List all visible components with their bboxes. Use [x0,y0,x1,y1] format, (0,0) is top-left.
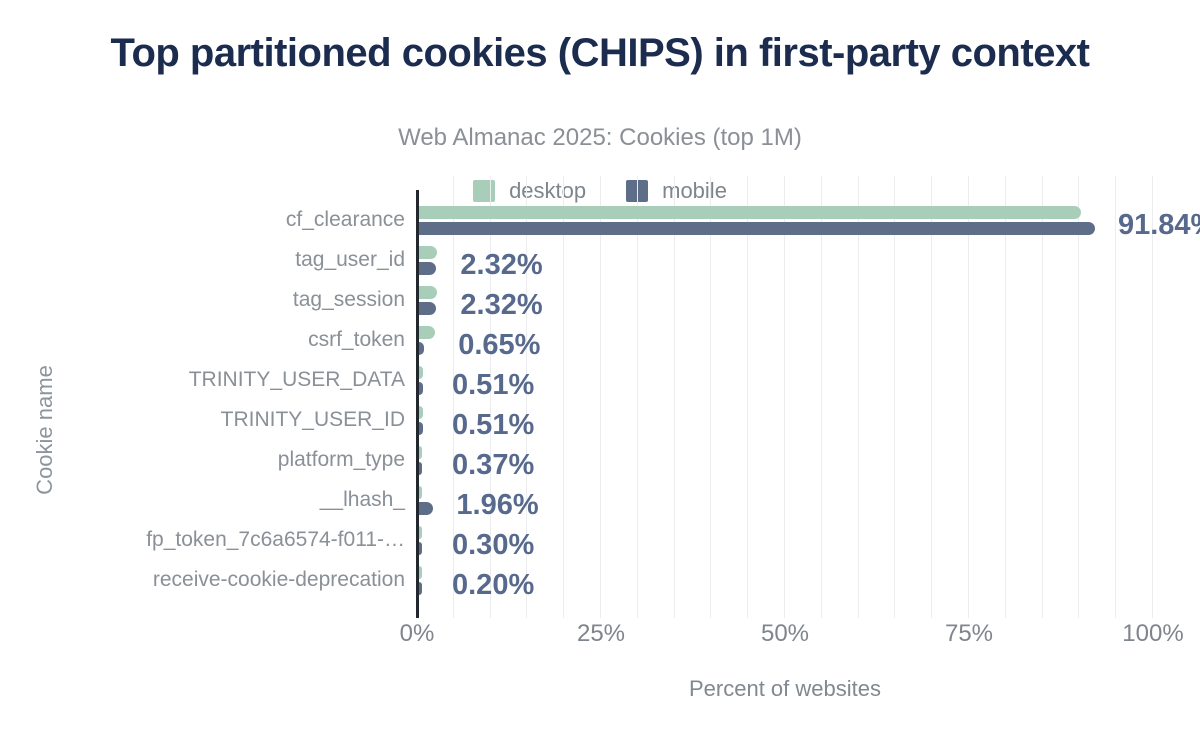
gridline [747,176,749,618]
mobile-bar[interactable] [419,502,434,515]
gridline [931,176,933,618]
gridline [636,176,638,618]
desktop-bar[interactable] [419,286,438,299]
mobile-bar[interactable] [419,342,424,355]
category-label: platform_type [277,448,405,471]
value-label: 2.32% [460,289,543,321]
mobile-bar[interactable] [419,222,1095,235]
desktop-bar[interactable] [419,406,423,419]
gridline [1115,176,1117,618]
gridline [1078,176,1080,618]
gridline [489,176,491,618]
category-label: csrf_token [308,328,405,351]
mobile-bar[interactable] [419,462,422,475]
legend-label-mobile: mobile [662,178,727,203]
gridline [1041,176,1043,618]
y-axis-line [416,190,419,618]
desktop-bar[interactable] [419,486,422,499]
desktop-bar[interactable] [419,326,436,339]
value-label: 0.30% [452,529,535,561]
gridline [710,176,712,618]
gridline [894,176,896,618]
mobile-bar[interactable] [419,262,437,275]
value-label: 0.65% [458,329,541,361]
x-tick-label: 25% [576,620,626,647]
gridline [968,176,969,618]
desktop-bar[interactable] [419,566,422,579]
mobile-bar[interactable] [419,542,422,555]
gridline [784,176,785,618]
gridline [857,176,859,618]
value-label: 0.37% [452,449,535,481]
value-label: 0.20% [452,569,535,601]
y-axis-title: Cookie name [32,365,57,495]
legend: desktop mobile [0,178,1200,204]
gridline [1004,176,1006,618]
x-tick-label: 100% [1122,620,1184,647]
gridline [526,176,528,618]
desktop-bar[interactable] [419,366,423,379]
value-label: 1.96% [456,489,539,521]
category-label: TRINITY_USER_DATA [188,368,405,391]
category-label: receive-cookie-deprecation [152,568,405,591]
value-label: 0.51% [452,409,535,441]
category-label: TRINITY_USER_ID [220,408,405,431]
chart-title: Top partitioned cookies (CHIPS) in first… [110,31,1090,75]
x-tick-label: 0% [399,620,435,647]
gridline [600,176,601,618]
category-label: fp_token_7c6a6574-f011-… [146,528,405,551]
desktop-bar[interactable] [419,446,423,459]
gridline [673,176,675,618]
category-label: cf_clearance [285,208,405,231]
x-tick-label: 75% [944,620,994,647]
desktop-bar[interactable] [419,246,438,259]
mobile-bar[interactable] [419,422,423,435]
legend-label-desktop: desktop [509,178,587,203]
desktop-bar[interactable] [419,206,1081,219]
gridline [820,176,822,618]
mobile-bar[interactable] [419,582,422,595]
value-label: 91.84% [1117,209,1200,241]
gridline [563,176,565,618]
mobile-bar[interactable] [419,382,423,395]
value-label: 2.32% [460,249,543,281]
category-label: tag_session [292,288,405,311]
legend-item-desktop[interactable]: desktop [473,178,586,204]
category-label: __lhash_ [319,488,405,511]
mobile-bar[interactable] [419,302,437,315]
gridline [1152,176,1153,618]
chart-subtitle: Web Almanac 2025: Cookies (top 1M) [398,124,802,151]
desktop-swatch-icon [473,180,496,202]
gridline [452,176,454,618]
value-label: 0.51% [452,369,535,401]
category-label: tag_user_id [295,248,405,271]
legend-item-mobile[interactable]: mobile [626,178,727,204]
desktop-bar[interactable] [419,526,422,539]
x-axis-title: Percent of websites [689,676,881,701]
x-tick-label: 50% [760,620,810,647]
